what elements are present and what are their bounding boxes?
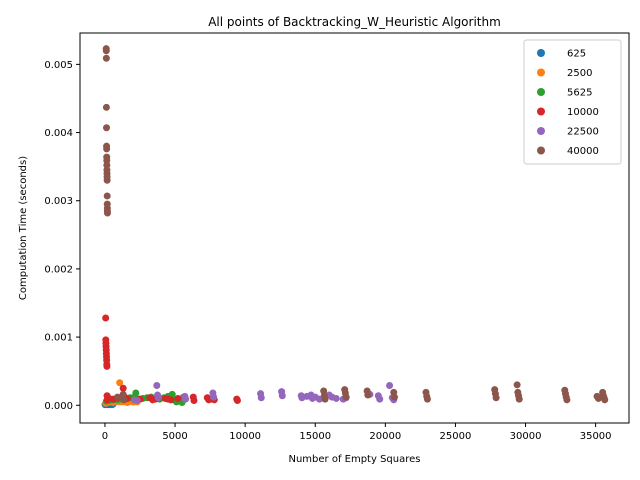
point-40000-20 <box>119 390 127 398</box>
point-5625-8 <box>132 389 140 397</box>
legend-marker-10000 <box>537 107 545 116</box>
point-10000-25 <box>174 394 182 402</box>
point-40000-1 <box>102 47 110 55</box>
series-10000 <box>102 314 241 404</box>
point-40000-2 <box>102 54 110 62</box>
point-22500-6 <box>182 395 190 403</box>
point-5625-17 <box>168 390 176 398</box>
y-axis: 0.000 0.001 0.002 0.003 0.004 0.005 <box>44 60 80 412</box>
point-10000-0 <box>102 314 110 322</box>
point-40000-19 <box>114 393 122 401</box>
point-40000-21 <box>120 396 128 404</box>
x-tick-label: 5000 <box>162 431 187 442</box>
point-10000-33 <box>233 397 241 404</box>
point-10000-9 <box>103 362 111 370</box>
y-tick-label: 0.005 <box>44 60 73 71</box>
legend-label-10000: 10000 <box>567 107 599 118</box>
x-tick-label: 30000 <box>510 431 542 442</box>
y-tick-label: 0.001 <box>44 333 73 344</box>
y-axis-label: Computation Time (seconds) <box>18 156 29 300</box>
series-22500 <box>130 382 398 404</box>
point-22500-1 <box>133 397 141 404</box>
point-40000-37 <box>492 394 500 402</box>
y-tick-label: 0.000 <box>44 401 73 412</box>
series-40000 <box>102 45 609 404</box>
point-22500-2 <box>153 382 161 389</box>
point-22500-4 <box>154 394 162 402</box>
y-tick-label: 0.004 <box>44 128 73 139</box>
point-40000-4 <box>103 124 110 132</box>
legend-marker-40000 <box>537 146 545 155</box>
point-22500-12 <box>278 392 286 400</box>
legend: 625 2500 5625 10000 22500 40000 <box>523 39 622 165</box>
x-axis: 0 5000 10000 15000 20000 25000 30000 35000 <box>102 423 612 442</box>
point-40000-41 <box>515 395 523 403</box>
point-40000-34 <box>423 395 431 403</box>
legend-label-40000: 40000 <box>567 146 599 157</box>
point-10000-24 <box>167 396 175 404</box>
point-22500-28 <box>386 382 394 389</box>
y-tick-label: 0.003 <box>44 196 73 207</box>
plot-area <box>101 45 609 409</box>
point-22500-27 <box>376 395 384 403</box>
legend-box <box>523 39 622 165</box>
y-tick-label: 0.002 <box>44 264 73 275</box>
legend-marker-2500 <box>537 68 545 77</box>
legend-label-5625: 5625 <box>567 88 592 99</box>
legend-label-625: 625 <box>567 49 586 60</box>
point-22500-10 <box>257 394 265 402</box>
legend-label-2500: 2500 <box>567 68 592 79</box>
x-tick-label: 25000 <box>440 431 472 442</box>
x-tick-label: 20000 <box>369 431 401 442</box>
point-40000-51 <box>601 396 609 404</box>
point-10000-15 <box>119 384 127 392</box>
legend-marker-22500 <box>537 127 545 135</box>
point-40000-18 <box>103 209 111 217</box>
point-40000-6 <box>103 145 111 153</box>
point-22500-22 <box>332 394 340 402</box>
x-tick-label: 10000 <box>229 431 261 442</box>
point-22500-8 <box>210 393 218 401</box>
plot-frame <box>79 32 630 424</box>
point-22500-19 <box>315 395 323 403</box>
x-tick-label: 15000 <box>299 431 331 442</box>
point-40000-14 <box>103 192 111 200</box>
x-axis-label: Number of Empty Squares <box>288 454 420 465</box>
point-40000-24 <box>321 395 329 403</box>
point-2500-6 <box>116 379 124 387</box>
legend-marker-625 <box>537 49 545 57</box>
legend-label-22500: 22500 <box>567 127 599 138</box>
point-40000-31 <box>390 393 398 401</box>
x-tick-label: 0 <box>102 431 108 442</box>
point-40000-27 <box>342 393 350 401</box>
point-40000-45 <box>563 396 571 404</box>
point-40000-29 <box>364 391 372 399</box>
point-40000-13 <box>103 176 111 184</box>
chart-title: All points of Backtracking_W_Heuristic A… <box>208 15 501 29</box>
legend-marker-5625 <box>537 88 545 96</box>
point-40000-3 <box>102 103 110 111</box>
point-10000-27 <box>190 397 198 404</box>
point-40000-38 <box>513 381 521 389</box>
x-tick-label: 35000 <box>580 431 612 442</box>
